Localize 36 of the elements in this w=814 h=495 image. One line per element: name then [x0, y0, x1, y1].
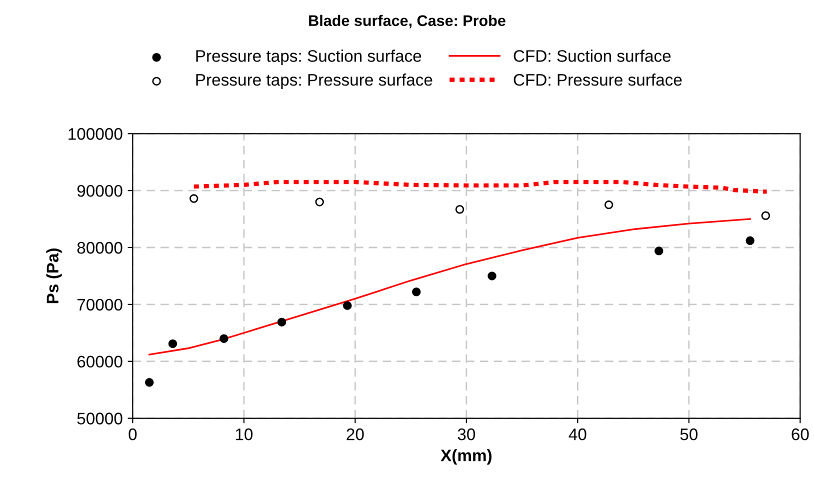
y-tick-label: 50000 — [77, 412, 122, 424]
y-tick-label: 60000 — [77, 356, 122, 368]
point — [412, 288, 421, 296]
y-axis-title: Ps (Pa) — [46, 248, 62, 304]
line-series — [192, 180, 769, 194]
legend-label: CFD: Suction surface — [514, 50, 671, 62]
line-series — [148, 218, 751, 356]
x-axis-title: X(mm) — [440, 449, 492, 465]
point — [488, 272, 496, 280]
point — [315, 198, 324, 206]
x-tick-label: 30 — [458, 428, 476, 440]
y-tick-label: 70000 — [77, 298, 122, 311]
point — [190, 194, 198, 203]
x-tick-label: 40 — [568, 428, 586, 440]
point — [343, 301, 352, 310]
point — [168, 339, 178, 348]
x-tick-label: 10 — [236, 428, 253, 440]
point — [761, 211, 770, 220]
x-tick-label: 20 — [346, 428, 364, 440]
legend-label: Pressure taps: Suction surface — [196, 50, 422, 66]
x-tick-label: 60 — [792, 428, 809, 440]
point — [220, 334, 228, 343]
x-tick-label: 50 — [680, 428, 698, 440]
point — [746, 236, 754, 246]
point — [604, 200, 614, 210]
point — [455, 204, 464, 214]
legend-label: Pressure taps: Pressure surface — [196, 74, 432, 90]
point — [277, 318, 286, 326]
point — [145, 378, 154, 387]
y-tick-label: 90000 — [77, 184, 122, 197]
y-tick-label: 80000 — [77, 242, 122, 254]
point — [654, 246, 664, 256]
legend-label: CFD: Pressure surface — [514, 74, 682, 86]
y-tick-label: 100000 — [68, 128, 122, 140]
chart-title: Blade surface, Case: Probe — [309, 14, 506, 28]
x-tick-label: 0 — [128, 428, 137, 440]
